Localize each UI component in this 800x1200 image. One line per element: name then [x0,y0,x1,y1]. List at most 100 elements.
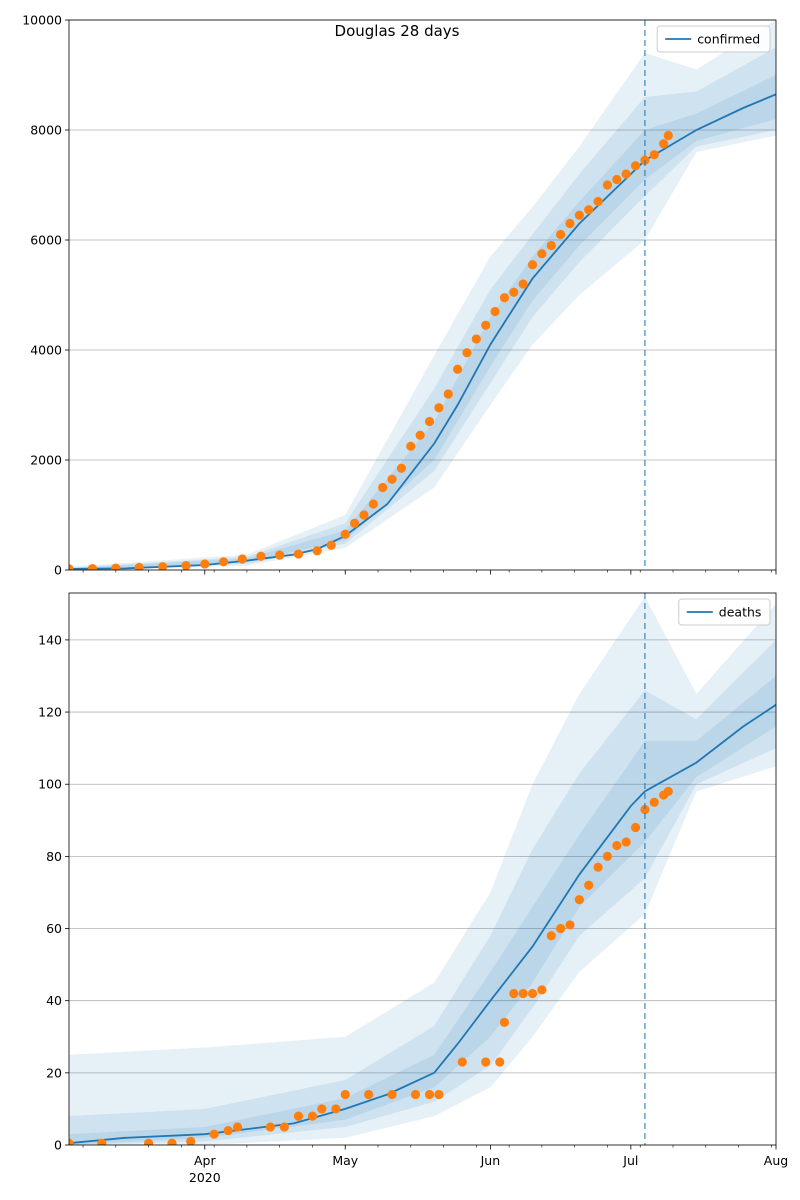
observed-confirmed-point [340,529,350,539]
y-tick-label: 140 [38,632,62,647]
observed-deaths-point [279,1122,289,1132]
observed-deaths-point [317,1104,327,1114]
observed-deaths-point [340,1089,350,1100]
axes-frame [68,592,777,1146]
observed-deaths-point [167,1138,177,1145]
observed-confirmed-point [406,441,416,451]
observed-confirmed-point [237,554,247,564]
observed-confirmed-point [621,169,631,179]
figure-title: Douglas 28 days [335,22,460,40]
observed-deaths-point [663,786,673,797]
observed-confirmed-point [158,562,168,570]
y-tick-label: 20 [46,1065,62,1080]
legend-label: confirmed [697,32,760,47]
confirmed-panel: 0 2000 4000 6000 8000 10000 confirmed [22,13,777,578]
observed-deaths-point [518,988,528,999]
axes-frame [68,19,777,571]
observed-confirmed-point [326,540,336,550]
observed-deaths-point [630,822,641,833]
y-tick-label: 4000 [30,343,62,358]
observed-confirmed-point [134,562,144,570]
observed-confirmed-point [256,551,266,561]
uncertainty-band-1 [69,596,776,1145]
observed-confirmed-point [565,218,575,229]
x-tick-label: Jun [480,1153,501,1168]
legend-box [656,25,771,53]
observed-confirmed-point [462,348,472,358]
observed-confirmed-point [181,561,191,570]
y-tick-label: 60 [46,921,62,936]
observed-confirmed-point [593,196,603,207]
observed-confirmed-point [612,174,622,185]
observed-deaths-point [574,895,584,905]
observed-confirmed-point [574,210,584,220]
observed-deaths-point [69,1138,74,1145]
observed-deaths-point [537,985,547,995]
plot-area [69,596,776,1145]
observed-confirmed-point [659,139,669,149]
observed-deaths-point [265,1122,275,1132]
y-tick-label: 10000 [22,13,62,28]
legend-box [678,598,771,626]
observed-confirmed-point [312,546,322,556]
y-tick-label: 0 [54,1138,62,1153]
observed-deaths-point [293,1111,304,1121]
x-tick-label: May [332,1153,358,1168]
legend: deaths [678,598,771,626]
observed-deaths-point [223,1125,233,1136]
x-tick-label: Apr [194,1153,216,1168]
observed-confirmed-point [518,279,528,289]
observed-confirmed-point [546,240,556,251]
observed-deaths-point [434,1089,444,1100]
observed-deaths-point [527,988,538,999]
observed-confirmed-point [368,499,378,509]
observed-confirmed-point [443,389,453,399]
observed-deaths-point [307,1111,318,1121]
uncertainty-band-1 [69,20,776,570]
observed-confirmed-point [387,474,397,484]
x-tick-label: Aug [764,1153,788,1168]
y-tick-label: 40 [46,993,62,1008]
observed-confirmed-point [630,161,641,171]
observed-confirmed-point [111,563,121,570]
observed-deaths-point [593,862,603,872]
observed-deaths-point [612,840,622,851]
observed-deaths-point [649,797,659,807]
observed-deaths-point [495,1057,505,1067]
observed-deaths-point [232,1122,243,1132]
observed-confirmed-point [218,557,229,567]
observed-confirmed-point [453,364,463,374]
deaths-panel: 0 20 40 60 80 100 120 140 Apr 2020 May Jun Jul Aug dea… [38,592,788,1185]
observed-deaths-point [546,931,556,941]
observed-deaths-point [364,1089,374,1100]
observed-confirmed-point [415,430,425,440]
observed-confirmed-point [509,287,519,297]
plot-area [69,20,776,570]
observed-confirmed-point [602,180,613,190]
y-tick-label: 2000 [30,453,62,468]
observed-confirmed-point [396,463,407,473]
observed-deaths-point [602,851,613,861]
y-tick-label: 100 [38,777,62,792]
deaths-line [69,704,776,1145]
observed-confirmed-point [200,559,210,569]
legend: confirmed [656,25,771,53]
observed-confirmed-point [87,564,98,570]
observed-deaths-point [209,1129,219,1139]
observed-deaths-point [424,1089,435,1100]
observed-deaths-point [640,804,650,815]
observed-confirmed-point [481,320,491,330]
observed-confirmed-point [434,403,444,413]
observed-confirmed-point [527,260,538,270]
y-tick-label: 80 [46,849,62,864]
observed-confirmed-point [471,334,481,344]
observed-confirmed-point [537,249,547,259]
uncertainty-band-2 [69,639,776,1145]
observed-deaths-point [97,1138,107,1145]
uncertainty-band-2 [69,47,776,570]
observed-confirmed-point [663,130,673,141]
observed-deaths-point [143,1138,154,1145]
y-tick-label: 120 [38,705,62,720]
